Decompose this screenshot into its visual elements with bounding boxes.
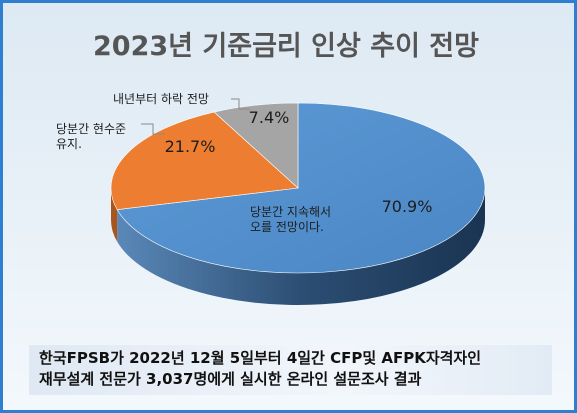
data-label-2: 7.4% xyxy=(249,108,290,127)
category-label-0-0: 당분간 지속해서 xyxy=(250,205,331,219)
pie-slice-1 xyxy=(110,111,299,210)
pie-chart: 2023년 기준금리 인상 추이 전망 70.9% 21.7% 7.4% 당분간 지속… xyxy=(56,31,486,305)
source-note-line-2: 재무설계 전문가 3,037명에게 실시한 온라인 설문조사 결과 xyxy=(39,370,422,388)
data-label-0: 70.9% xyxy=(382,197,433,216)
pie-slice-2 xyxy=(213,102,299,189)
category-label-0-1: 오를 전망이다. xyxy=(250,220,324,234)
source-note: 한국FPSB가 2022년 12월 5일부터 4일간 CFP및 AFPK자격자인… xyxy=(29,345,552,395)
leader-line-1 xyxy=(141,123,165,135)
leader-line-2 xyxy=(231,98,250,110)
pie-side xyxy=(111,188,486,305)
pie-top xyxy=(110,102,486,274)
category-label-1-0: 당분간 현수준 xyxy=(56,122,126,136)
category-label-2-0: 내년부터 하락 전망 xyxy=(113,92,209,106)
chart-title: 2023년 기준금리 인상 추이 전망 xyxy=(93,31,479,62)
data-label-1: 21.7% xyxy=(165,137,216,156)
leader-lines xyxy=(141,98,250,135)
pie-side-0 xyxy=(117,188,486,305)
category-label-1-1: 유지. xyxy=(56,137,82,151)
pie-side-1 xyxy=(111,188,118,242)
source-note-line-1: 한국FPSB가 2022년 12월 5일부터 4일간 CFP및 AFPK자격자인 xyxy=(39,349,482,367)
pie-slice-0 xyxy=(116,102,486,274)
